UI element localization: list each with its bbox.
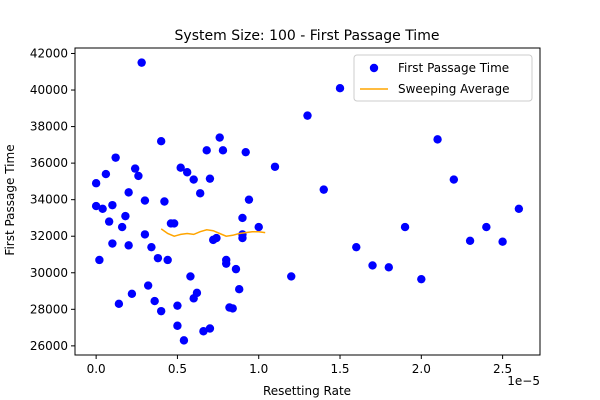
data-point: [254, 222, 263, 232]
data-point: [417, 274, 426, 284]
data-point: [150, 296, 159, 306]
data-point: [199, 327, 208, 336]
data-point: [465, 236, 475, 245]
x-tick-label: 1.0: [249, 362, 268, 376]
data-point: [101, 169, 111, 179]
data-point: [514, 204, 524, 214]
data-point: [400, 222, 410, 232]
data-point: [235, 285, 244, 294]
data-point: [163, 255, 172, 265]
data-point: [95, 255, 104, 265]
data-point: [153, 253, 163, 263]
x-tick-label: 1.5: [330, 362, 349, 376]
data-point: [117, 222, 127, 232]
data-point: [231, 264, 241, 274]
data-point: [140, 230, 150, 239]
chart-title: System Size: 100 - First Passage Time: [175, 28, 440, 44]
data-point: [287, 272, 296, 281]
axes: 0.0 0.5 1.0 1.5 2.0 2.5 26000 28000 30000 32000 34…: [30, 46, 541, 376]
data-point: [189, 175, 198, 184]
data-point: [147, 242, 156, 252]
data-point: [91, 179, 101, 188]
data-point: [384, 263, 393, 272]
legend: First Passage Time Sweeping Average: [353, 54, 533, 102]
data-point: [449, 175, 459, 184]
legend-label: Sweeping Average: [398, 82, 509, 96]
y-tick-label: 30000: [30, 266, 68, 280]
data-point: [143, 281, 153, 290]
x-tick-label: 0.0: [87, 362, 106, 376]
legend-box: [353, 54, 533, 102]
series-line: [160, 228, 266, 237]
data-point: [169, 219, 179, 228]
data-point: [228, 304, 237, 313]
x-tick-label: 2.5: [493, 362, 512, 376]
data-point: [205, 174, 215, 183]
data-point: [238, 213, 247, 223]
data-point: [335, 84, 345, 93]
y-tick-label: 26000: [30, 339, 68, 353]
plot-area: [91, 58, 524, 345]
y-tick-label: 36000: [30, 156, 68, 170]
data-point: [482, 222, 491, 232]
data-point: [114, 299, 124, 309]
y-tick-label: 40000: [30, 83, 68, 97]
data-point: [98, 204, 107, 214]
data-point: [186, 272, 195, 281]
data-point: [104, 217, 114, 226]
data-point: [121, 211, 130, 221]
data-point: [160, 197, 169, 206]
data-point: [176, 163, 185, 172]
data-point: [218, 146, 228, 155]
data-point: [202, 146, 211, 155]
data-point: [124, 241, 133, 250]
data-point: [134, 171, 143, 181]
data-point: [433, 135, 442, 144]
data-point: [241, 147, 250, 157]
data-point: [192, 288, 202, 298]
y-tick-label: 28000: [30, 302, 68, 316]
data-point: [108, 239, 117, 248]
data-point: [173, 301, 182, 310]
x-tick-label: 2.0: [412, 362, 431, 376]
data-point: [127, 289, 137, 298]
x-tick-label: 0.5: [168, 362, 187, 376]
data-point: [270, 162, 280, 171]
y-tick-label: 42000: [30, 46, 68, 60]
data-point: [156, 136, 166, 146]
data-point: [195, 189, 205, 198]
data-point: [156, 306, 166, 316]
y-axis-label: First Passage Time: [3, 144, 17, 255]
legend-marker-scatter: [369, 63, 379, 73]
x-axis-offset-label: 1e−5: [507, 374, 540, 388]
data-point: [179, 336, 189, 345]
data-point: [352, 242, 361, 252]
data-point: [238, 233, 247, 243]
data-point: [137, 58, 146, 67]
data-point: [130, 164, 140, 173]
data-point: [182, 168, 192, 177]
data-point: [368, 261, 377, 270]
data-point: [498, 237, 507, 246]
data-point: [173, 321, 182, 330]
data-point: [111, 153, 120, 162]
data-point: [222, 259, 231, 268]
data-point: [303, 111, 312, 120]
y-tick-label: 34000: [30, 193, 68, 207]
data-point: [212, 233, 221, 243]
data-point: [140, 196, 150, 205]
data-point: [108, 200, 117, 210]
data-point: [319, 185, 328, 194]
y-tick-label: 32000: [30, 229, 68, 243]
legend-label: First Passage Time: [398, 61, 509, 75]
data-point: [124, 188, 133, 197]
data-point: [205, 324, 215, 333]
data-point: [91, 201, 101, 211]
x-axis-label: Resetting Rate: [263, 384, 351, 398]
y-tick-label: 38000: [30, 120, 68, 134]
plot-frame: [74, 47, 541, 356]
data-point: [244, 195, 254, 204]
data-point: [215, 133, 224, 142]
